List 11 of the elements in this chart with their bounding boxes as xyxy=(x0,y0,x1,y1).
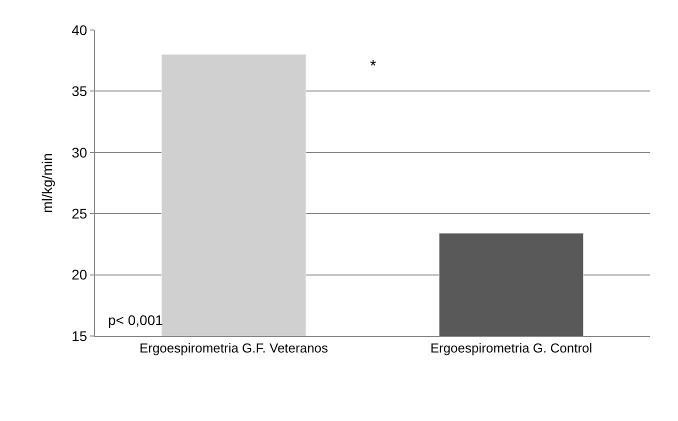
y-tick-label: 25 xyxy=(72,206,88,222)
x-tick-label: Ergoespirometria G. Control xyxy=(430,340,592,356)
y-tick-label: 20 xyxy=(72,266,88,283)
y-tick-label: 30 xyxy=(72,144,88,160)
y-tick-label: 15 xyxy=(72,328,88,344)
x-tick-label: Ergoespirometria G.F. Veteranos xyxy=(139,340,329,356)
y-axis-title: ml/kg/min xyxy=(39,153,56,213)
annotation: * xyxy=(370,58,376,75)
annotation: p< 0,001 xyxy=(108,312,164,328)
y-tick-label: 40 xyxy=(72,22,88,38)
y-tick-label: 35 xyxy=(72,83,88,100)
